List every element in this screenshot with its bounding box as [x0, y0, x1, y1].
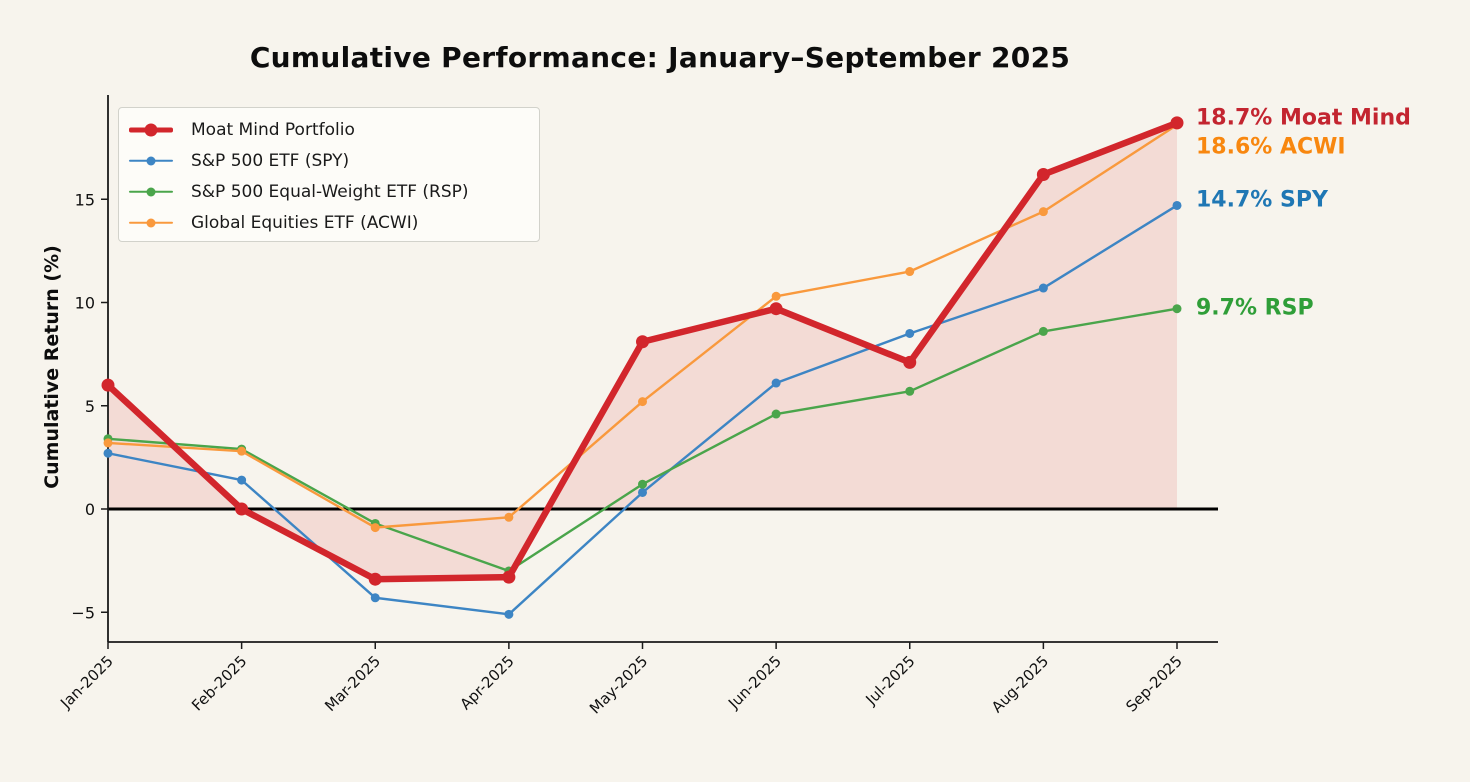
svg-text:5: 5 [85, 397, 95, 416]
legend-label: S&P 500 ETF (SPY) [191, 150, 350, 171]
svg-text:10: 10 [75, 294, 95, 313]
annotation-moat-mind-final: 18.7% Moat Mind [1196, 105, 1411, 131]
legend-swatch-moat-mind [129, 122, 173, 138]
annotation-rsp-final: 9.7% RSP [1196, 295, 1314, 321]
svg-text:Sep-2025: Sep-2025 [1122, 652, 1186, 716]
svg-text:Aug-2025: Aug-2025 [988, 652, 1052, 716]
legend-swatch-acwi [129, 215, 173, 231]
legend: Moat Mind Portfolio S&P 500 ETF (SPY) S&… [118, 107, 540, 242]
legend-swatch-rsp [129, 184, 173, 200]
legend-label: Moat Mind Portfolio [191, 119, 355, 140]
legend-item-spy: S&P 500 ETF (SPY) [129, 145, 539, 176]
svg-text:Jan-2025: Jan-2025 [56, 652, 117, 713]
annotation-spy-final: 14.7% SPY [1196, 187, 1328, 213]
legend-item-moat-mind: Moat Mind Portfolio [129, 114, 539, 145]
svg-text:Apr-2025: Apr-2025 [456, 652, 517, 713]
svg-text:Mar-2025: Mar-2025 [321, 652, 384, 715]
legend-item-rsp: S&P 500 Equal-Weight ETF (RSP) [129, 176, 539, 207]
legend-swatch-spy [129, 153, 173, 169]
svg-text:−5: −5 [71, 603, 95, 622]
marker-dot-icon [146, 218, 156, 227]
legend-label: Global Equities ETF (ACWI) [191, 212, 419, 233]
svg-text:Jul-2025: Jul-2025 [862, 652, 919, 709]
svg-text:May-2025: May-2025 [586, 652, 651, 717]
marker-dot-icon [144, 123, 158, 136]
chart-title: Cumulative Performance: January–Septembe… [249, 41, 1071, 74]
annotation-acwi-final: 18.6% ACWI [1196, 134, 1346, 160]
marker-dot-icon [146, 156, 156, 165]
legend-label: S&P 500 Equal-Weight ETF (RSP) [191, 181, 469, 202]
svg-text:Feb-2025: Feb-2025 [188, 652, 250, 714]
svg-text:0: 0 [85, 500, 95, 519]
svg-text:Jun-2025: Jun-2025 [724, 652, 785, 713]
svg-text:15: 15 [75, 190, 95, 209]
marker-dot-icon [146, 187, 156, 196]
y-axis-label: Cumulative Return (%) [41, 245, 63, 489]
legend-item-acwi: Global Equities ETF (ACWI) [129, 207, 539, 238]
